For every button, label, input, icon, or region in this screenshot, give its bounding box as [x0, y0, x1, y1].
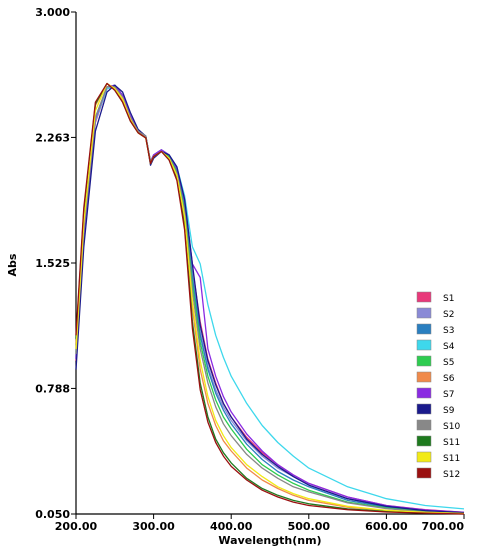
- y-tick-label: 2.263: [35, 131, 70, 144]
- series-line-s3: [75, 84, 465, 514]
- series-line-s11: [75, 82, 465, 515]
- y-tick-label: 1.525: [35, 257, 70, 270]
- x-tick-label: 700.00: [422, 520, 465, 533]
- series-line-s10: [75, 86, 465, 515]
- legend: S1 S2 S3 S4 S5 S6 S7 S9 S10 S11 S11 S12: [416, 291, 460, 480]
- legend-swatch: [416, 339, 432, 351]
- legend-label: S11: [443, 438, 460, 448]
- legend-swatch: [416, 355, 432, 367]
- series-line-s11: [75, 82, 465, 515]
- legend-swatch: [416, 467, 432, 479]
- legend-label: S7: [443, 390, 454, 400]
- legend-label: S11: [443, 454, 460, 464]
- legend-swatch: [416, 323, 432, 335]
- x-tick-label: 600.00: [365, 520, 408, 533]
- x-tick-label: 300.00: [132, 520, 175, 533]
- legend-swatch: [416, 419, 432, 431]
- series-line-s4: [75, 86, 465, 510]
- x-axis-title: Wavelength(nm): [218, 534, 321, 547]
- legend-label: S3: [443, 326, 454, 336]
- series-line-s2: [75, 84, 465, 514]
- plot-area: [75, 82, 465, 515]
- legend-label: S4: [443, 342, 455, 352]
- legend-swatch: [416, 291, 432, 303]
- y-tick-label: 0.788: [35, 382, 70, 395]
- series-line-s12: [75, 82, 465, 515]
- series-line-s1: [75, 86, 465, 513]
- y-tick-label: 0.050: [35, 508, 70, 521]
- legend-swatch: [416, 371, 432, 383]
- y-tick-label: 3.000: [35, 6, 70, 19]
- legend-swatch: [416, 435, 432, 447]
- legend-label: S9: [443, 406, 455, 416]
- legend-label: S2: [443, 310, 454, 320]
- x-tick-label: 400.00: [210, 520, 253, 533]
- legend-swatch: [416, 451, 432, 463]
- series-line-s6: [75, 82, 465, 515]
- x-tick-label: 500.00: [288, 520, 331, 533]
- legend-label: S6: [443, 374, 455, 384]
- series-line-s9: [75, 84, 465, 514]
- legend-label: S5: [443, 358, 454, 368]
- series-line-s7: [75, 84, 465, 513]
- legend-swatch: [416, 387, 432, 399]
- series-line-s5: [75, 84, 465, 514]
- axes: 0.050 0.788 1.525 2.263 3.000 200.00 300.00 400…: [35, 6, 465, 533]
- x-tick-label: 200.00: [55, 520, 98, 533]
- legend-swatch: [416, 307, 432, 319]
- legend-swatch: [416, 403, 432, 415]
- y-axis-title: Abs: [6, 253, 19, 276]
- legend-label: S10: [443, 422, 460, 432]
- legend-label: S12: [443, 470, 460, 480]
- legend-label: S1: [443, 294, 454, 304]
